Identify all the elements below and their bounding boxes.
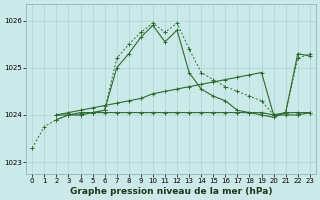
X-axis label: Graphe pression niveau de la mer (hPa): Graphe pression niveau de la mer (hPa) [70,187,272,196]
